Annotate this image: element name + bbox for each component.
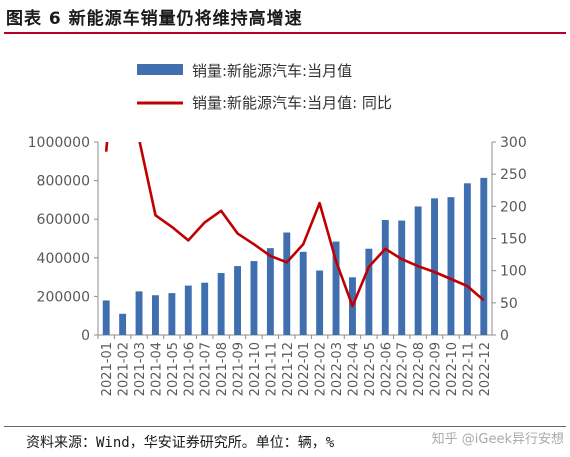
tick-labels: 0 200000 400000 600000 800000 1000000 0 50 100 15… [28,135,527,396]
bar [463,183,471,335]
y2-tick-label: 150 [500,232,527,248]
bar [299,251,307,335]
x-tick-label: 2022-09 [429,342,444,396]
bar [381,219,389,335]
y-tick-label: 400000 [37,251,90,267]
chart-title: 图表 6 新能源车销量仍将维持高增速 [6,9,303,29]
legend-bar-swatch [137,64,183,75]
x-tick-label: 2022-07 [396,342,411,396]
bar [201,282,209,335]
y-tick-label: 600000 [37,212,90,228]
x-tick-label: 2021-12 [281,342,296,396]
bar [316,270,324,335]
x-tick-label: 2021-08 [215,342,230,396]
x-tick-label: 2021-01 [100,342,115,396]
footer-rule [4,426,566,427]
y2-tick-label: 300 [500,135,527,151]
y-tick-label: 800000 [37,174,90,190]
x-tick-label: 2021-11 [264,342,279,396]
yoy-line [104,142,485,308]
y2-tick-label: 200 [500,199,527,215]
x-tick-label: 2021-10 [248,342,263,396]
bar [102,300,110,335]
bar [135,291,143,335]
bar [266,248,274,335]
y-tick-label: 0 [81,328,90,344]
bar [431,198,438,335]
x-tick-label: 2022-04 [346,342,361,396]
line-series [104,142,485,308]
y2-tick-label: 100 [500,264,527,280]
x-tick-label: 2021-09 [232,342,247,396]
x-tick-label: 2022-12 [478,342,493,396]
bar [119,313,127,335]
bar [168,293,176,335]
y2-tick-label: 0 [500,328,509,344]
x-tick-label: 2022-03 [330,342,345,396]
x-tick-label: 2022-08 [412,342,427,396]
bars [102,177,488,335]
x-tick-label: 2021-04 [149,342,164,396]
bar [332,241,340,335]
x-tick-label: 2022-01 [297,342,312,396]
bar [234,266,241,335]
bar [447,197,455,335]
bar [480,177,488,335]
y-tick-label: 200000 [37,289,90,305]
source-note: 资料来源：Wind，华安证券研究所。单位：辆，% [26,435,335,451]
x-tick-label: 2022-06 [379,342,394,396]
x-tick-label: 2021-02 [117,342,132,396]
y-tick-label: 1000000 [28,135,90,151]
x-tick-label: 2021-05 [166,342,181,396]
bar [283,232,291,335]
bar [398,220,406,335]
bar [365,248,373,335]
bar [414,206,422,335]
y2-tick-label: 250 [500,167,527,183]
x-tick-label: 2022-02 [314,342,329,396]
x-tick-label: 2022-11 [461,342,476,396]
x-tick-label: 2021-07 [199,342,214,396]
axes [94,141,496,339]
x-tick-label: 2022-05 [363,342,378,396]
watermark: 知乎 @iGeek异行安想 [431,432,564,447]
legend-bar-label: 销量:新能源汽车:当月值 [192,62,352,80]
bar [217,273,225,335]
legend-line-label: 销量:新能源汽车:当月值: 同比 [192,94,392,112]
y2-tick-label: 50 [500,296,518,312]
x-tick-label: 2022-10 [445,342,460,396]
x-tick-label: 2021-06 [182,342,197,396]
bar [250,261,258,335]
bar [152,295,159,335]
bar [184,285,192,335]
x-tick-label: 2021-03 [133,342,148,396]
title-rule [4,32,566,34]
